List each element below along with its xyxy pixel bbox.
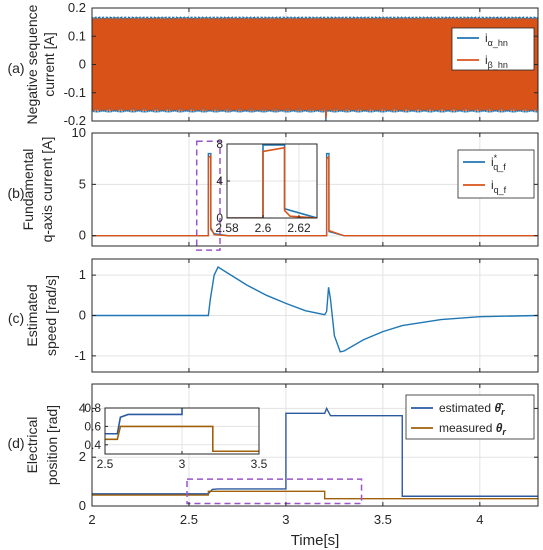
y-axis-label: Fundamental — [20, 149, 36, 231]
x-tick-label: 2.5 — [180, 512, 198, 527]
series-spike — [208, 22, 212, 96]
panel-label: (d) — [7, 435, 24, 451]
y-tick-label: 2 — [79, 449, 86, 464]
inset-x-tick-label: 2.5 — [97, 457, 114, 471]
y-tick-label: 4 — [79, 400, 86, 415]
series-line — [92, 490, 538, 500]
series-line — [92, 153, 538, 237]
x-tick-label: 3.5 — [374, 512, 392, 527]
y-tick-label: 10 — [72, 125, 86, 140]
inset-y-tick-label: 0.6 — [84, 419, 101, 433]
x-tick-label: 2 — [88, 512, 95, 527]
inset-x-tick-label: 2.6 — [255, 221, 272, 235]
y-tick-label: 1 — [79, 267, 86, 282]
legend-label: iq_f — [491, 178, 507, 195]
y-axis-label: Negative sequence — [24, 4, 40, 124]
legend-box — [405, 394, 535, 440]
inset-x-tick-label: 3.5 — [251, 457, 268, 471]
series-line — [92, 266, 538, 353]
text-labels: -0.2 -0.1 0 0.1 0.2 (a) Negative sequence curre… — [7, 0, 535, 527]
inset-line — [105, 408, 183, 435]
series-line — [92, 406, 538, 497]
y-axis-label: Electrical — [24, 417, 40, 474]
legend-label: i* q_f — [491, 153, 506, 172]
y-tick-label: 0 — [79, 228, 86, 243]
highlight-box — [195, 140, 221, 251]
y-tick-label: -0.1 — [64, 85, 86, 100]
inset-x-tick-label: 2.58 — [215, 221, 239, 235]
y-tick-label: 0 — [79, 498, 86, 513]
panel-label: (a) — [7, 60, 24, 76]
panel-2-series — [92, 266, 538, 353]
legend-label: measured θr — [439, 421, 506, 437]
y-tick-label: 0.2 — [68, 0, 86, 15]
y-tick-label: -0.2 — [64, 113, 86, 128]
axes-frame — [91, 132, 539, 247]
legend-box — [457, 149, 535, 199]
inset-line — [227, 144, 317, 218]
inset-y-tick-label: 0.8 — [84, 401, 101, 415]
axes-frame — [91, 383, 539, 507]
panel-3-series — [92, 406, 538, 500]
inset-y-tick-label: 8 — [216, 137, 223, 151]
y-axis-label: current [A] — [41, 32, 57, 97]
y-axis-label: q-axis current [A] — [39, 137, 55, 243]
panel-label: (c) — [8, 310, 24, 326]
y-tick-label: 0 — [79, 57, 86, 72]
panel-label: (b) — [7, 185, 24, 201]
x-tick-label: 4 — [476, 512, 483, 527]
series-spike — [325, 50, 328, 119]
legend-label: iβ_hn — [485, 53, 508, 70]
y-axis-label: position [rad] — [44, 405, 60, 485]
y-axis-label: speed [rad/s] — [43, 275, 59, 356]
legend-label: estimated θ̂r — [439, 401, 505, 417]
y-tick-label: -1 — [74, 348, 86, 363]
y-axis-label: Estimated — [24, 284, 40, 346]
x-axis-label: Time[s] — [291, 532, 340, 549]
inset-x-tick-label: 2.62 — [287, 221, 311, 235]
inset-y-tick-label: 0.4 — [84, 438, 101, 452]
y-tick-label: 0 — [79, 308, 86, 323]
inset-line — [227, 146, 317, 218]
axes-frames — [91, 7, 539, 507]
panel-1-series — [92, 152, 538, 237]
inset-series — [227, 144, 317, 218]
legend-box — [451, 27, 535, 71]
inset-y-tick-label: 4 — [216, 174, 223, 188]
inset-x-tick-label: 3 — [179, 457, 186, 471]
highlight-box — [186, 478, 363, 505]
inset-series — [105, 408, 259, 454]
y-tick-label: 0.1 — [68, 28, 86, 43]
inset-line — [105, 425, 259, 453]
y-tick-label: 5 — [79, 176, 86, 191]
legend-label: iα_hn — [485, 31, 508, 48]
x-tick-label: 3 — [282, 512, 289, 527]
inset-y-tick-label: 0 — [216, 211, 223, 225]
